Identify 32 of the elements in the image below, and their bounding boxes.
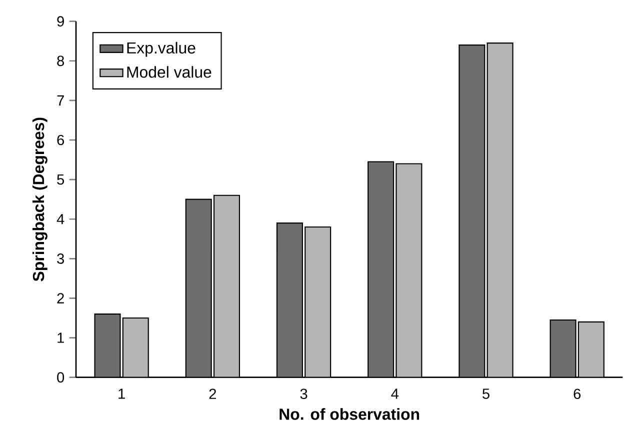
- x-tick-label: 3: [300, 388, 308, 400]
- x-tick-label: 6: [574, 388, 581, 400]
- x-tick-label: 5: [482, 388, 490, 399]
- legend-label: Exp.value: [127, 42, 196, 57]
- x-tick-label: 2: [209, 388, 216, 399]
- y-axis-title: Springback (Degrees): [32, 118, 48, 282]
- bar: [396, 163, 422, 378]
- bar: [458, 44, 486, 378]
- bar: [276, 222, 303, 378]
- bar: [185, 198, 212, 378]
- y-tick-label: 6: [57, 134, 64, 146]
- bar: [550, 319, 576, 378]
- y-tick-label: 5: [57, 174, 64, 185]
- y-tick-label: 0: [57, 372, 64, 383]
- y-tick-label: 3: [57, 254, 64, 264]
- bar: [486, 42, 514, 378]
- bar: [304, 226, 332, 378]
- y-tick-label: 2: [57, 293, 64, 304]
- bar: [578, 321, 604, 378]
- y-tick-label: 4: [56, 214, 64, 224]
- y-tick-label: 1: [58, 332, 64, 343]
- y-tick-label: 7: [57, 95, 64, 106]
- x-axis-title: No. of observation: [280, 408, 420, 420]
- x-tick-label: 4: [391, 388, 399, 399]
- legend-label: Model value: [127, 66, 212, 78]
- y-tick-label: 9: [57, 16, 64, 27]
- y-tick-label: 8: [57, 56, 64, 66]
- bar: [213, 194, 240, 378]
- x-tick-label: 1: [118, 388, 125, 399]
- bar: [122, 317, 149, 378]
- bar: [94, 314, 121, 378]
- bar: [368, 161, 394, 378]
